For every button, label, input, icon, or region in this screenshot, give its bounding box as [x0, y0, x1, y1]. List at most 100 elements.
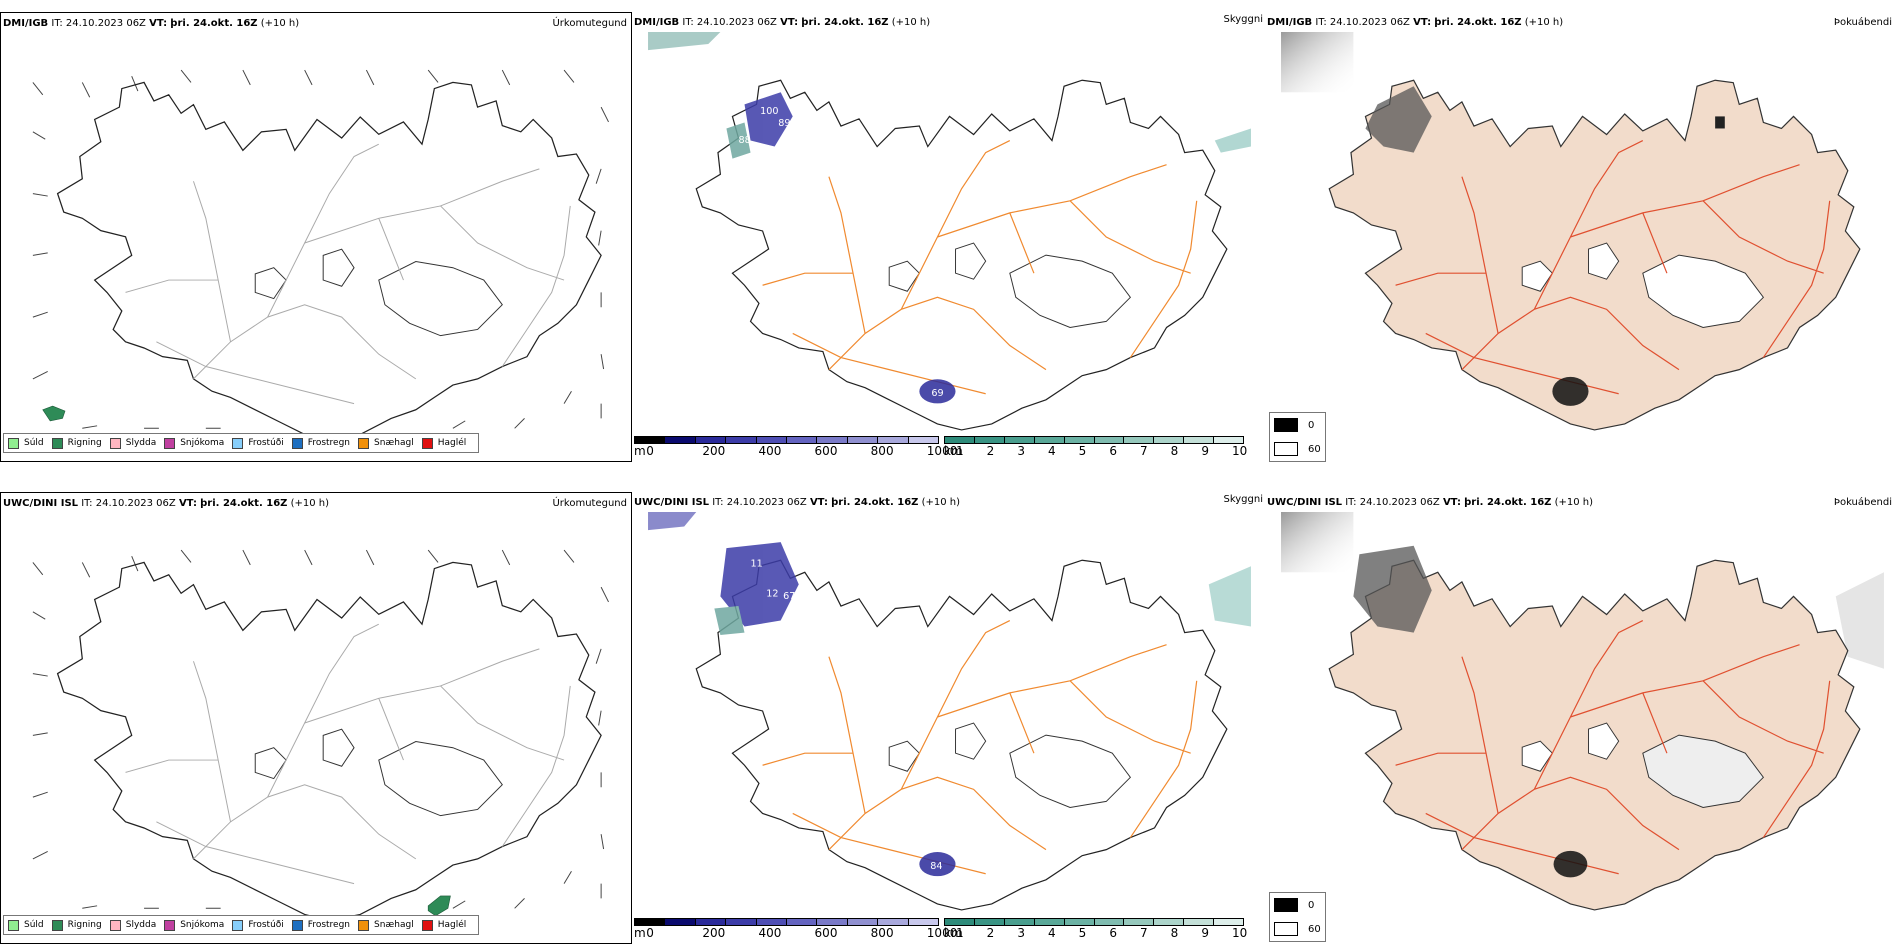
colorbar-tick: 5 — [1078, 926, 1087, 940]
low-visibility-south — [919, 379, 956, 404]
iceland-map — [1281, 32, 1861, 431]
colorbar-swatch — [726, 437, 757, 443]
colorbar-tick: 1 — [956, 444, 964, 458]
colorbar-tick: 4 — [1048, 926, 1056, 940]
colorbar-swatch — [1184, 919, 1215, 925]
colorbar-unit: km — [944, 926, 963, 940]
colorbar-tick: 2 — [986, 926, 995, 940]
panel-title: Skyggni — [1223, 14, 1263, 25]
colorbar-swatch — [1124, 919, 1155, 925]
panel-header: DMI/IGB IT: 24.10.2023 06Z VT: þri. 24.o… — [634, 17, 931, 28]
panel-title: Þokuábendi — [1833, 17, 1892, 28]
colorbar-swatch — [695, 919, 727, 925]
visibility-km-colorbar: km 1 2 3 4 5 6 7 8 9 10 — [944, 918, 1247, 940]
vis-label: 89 — [778, 118, 790, 129]
legend-item: Snjókoma — [164, 919, 224, 931]
panel-header: UWC/DINI ISL IT: 24.10.2023 06Z VT: þri.… — [3, 498, 330, 509]
colorbar-tick: 400 — [758, 444, 782, 458]
precip-panel-row2: UWC/DINI ISL IT: 24.10.2023 06Z VT: þri.… — [0, 492, 632, 944]
legend-item: Rigning — [51, 919, 102, 931]
iceland-map — [32, 69, 609, 453]
vis-label: 69 — [931, 388, 943, 399]
colorbar-tick: 10 — [1232, 444, 1248, 458]
colorbar-tick: 800 — [870, 926, 894, 940]
colorbar-swatch — [908, 437, 939, 443]
panel-title: Úrkomutegund — [552, 18, 627, 29]
legend-item: Slydda — [109, 919, 156, 931]
colorbar-swatch — [635, 437, 666, 443]
panel-header: UWC/DINI ISL IT: 24.10.2023 06Z VT: þri.… — [634, 497, 961, 508]
low-visibility-nw — [726, 92, 793, 159]
panel-title: Þokuábendi — [1833, 497, 1892, 508]
legend-item: Snjókoma — [164, 437, 224, 449]
colorbar-swatch — [756, 437, 788, 443]
visibility-meters-colorbar: m 0 200 400 600 800 1000 — [634, 918, 957, 940]
colorbar-tick: 7 — [1140, 926, 1148, 940]
vis-label: 67 — [783, 591, 795, 602]
visibility-km-colorbar: km 1 2 3 4 5 6 7 8 9 10 — [944, 436, 1248, 458]
colorbar-tick: 9 — [1201, 926, 1209, 940]
legend-item: Haglél — [421, 437, 466, 449]
legend-item: Snæhagl — [358, 437, 414, 449]
colorbar-swatch — [1154, 437, 1185, 443]
colorbar-tick: 6 — [1109, 444, 1117, 458]
colorbar-tick: 600 — [814, 444, 838, 458]
vis-label: 100 — [760, 106, 778, 117]
fog-legend: 0 60 — [1269, 412, 1326, 462]
colorbar-tick: 200 — [702, 444, 726, 458]
colorbar-swatch — [1094, 437, 1125, 443]
panel-header: UWC/DINI ISL IT: 24.10.2023 06Z VT: þri.… — [1267, 497, 1594, 508]
precip-legend: Súld Rigning Slydda Snjókoma Frostúði Fr… — [3, 915, 480, 935]
low-visibility-nw — [714, 542, 799, 635]
colorbar-tick: 8 — [1170, 926, 1179, 940]
colorbar-swatch — [635, 919, 666, 925]
colorbar-swatch — [1064, 919, 1095, 925]
legend-item: Haglél — [421, 919, 466, 931]
fog-legend: 0 60 — [1269, 892, 1326, 942]
legend-item: Frostúði — [232, 919, 284, 931]
panel-header: DMI/IGB IT: 24.10.2023 06Z VT: þri. 24.o… — [3, 18, 300, 29]
colorbar-swatch — [847, 919, 879, 925]
colorbar-unit: m — [634, 444, 646, 458]
colorbar-swatch — [878, 437, 909, 443]
precip-legend: Súld Rigning Slydda Snjókoma Frostúði Fr… — [3, 433, 480, 453]
colorbar-swatch — [1064, 437, 1095, 443]
colorbar-tick: 7 — [1140, 444, 1148, 458]
colorbar-swatch — [726, 919, 757, 925]
legend-item: Frostregn — [291, 919, 350, 931]
legend-item: Súld — [8, 437, 44, 449]
colorbar-swatch — [1004, 437, 1035, 443]
panel-title: Úrkomutegund — [552, 498, 627, 509]
fog-panel-row1: DMI/IGB IT: 24.10.2023 06Z VT: þri. 24.o… — [1265, 12, 1900, 462]
vis-label: 11 — [751, 558, 763, 569]
colorbar-swatch — [1214, 437, 1244, 443]
colorbar-tick: 800 — [870, 444, 894, 458]
colorbar-swatch — [817, 437, 848, 443]
iceland-map — [32, 549, 609, 933]
iceland-map: 100 89 88 41 69 — [648, 32, 1251, 431]
colorbar-swatch — [1004, 919, 1035, 925]
colorbar-tick: 400 — [758, 926, 782, 940]
wind-barbs — [32, 69, 609, 453]
colorbar-tick: 200 — [702, 926, 726, 940]
low-visibility-south — [919, 852, 956, 877]
colorbar-swatch — [945, 919, 975, 925]
colorbar-swatch — [1214, 919, 1244, 925]
visibility-panel-row1: DMI/IGB IT: 24.10.2023 06Z VT: þri. 24.o… — [632, 12, 1267, 462]
colorbar-tick: 6 — [1109, 926, 1117, 940]
colorbar-tick: 8 — [1170, 444, 1179, 458]
colorbar-swatch — [665, 437, 696, 443]
colorbar-swatch — [787, 437, 818, 443]
iceland-map — [1281, 512, 1884, 911]
vis-label: 41 — [763, 154, 775, 165]
colorbar-swatch — [847, 437, 879, 443]
colorbar-swatch — [1124, 437, 1155, 443]
legend-item: Slydda — [109, 437, 156, 449]
vis-label: 88 — [738, 135, 750, 146]
colorbar-tick: 0 — [646, 926, 654, 940]
iceland-map: 11 12 67 84 — [648, 512, 1251, 911]
legend-item: Frostregn — [291, 437, 350, 449]
colorbar-swatch — [756, 919, 788, 925]
colorbar-tick: 1 — [956, 926, 964, 940]
rain-patch — [42, 405, 66, 422]
